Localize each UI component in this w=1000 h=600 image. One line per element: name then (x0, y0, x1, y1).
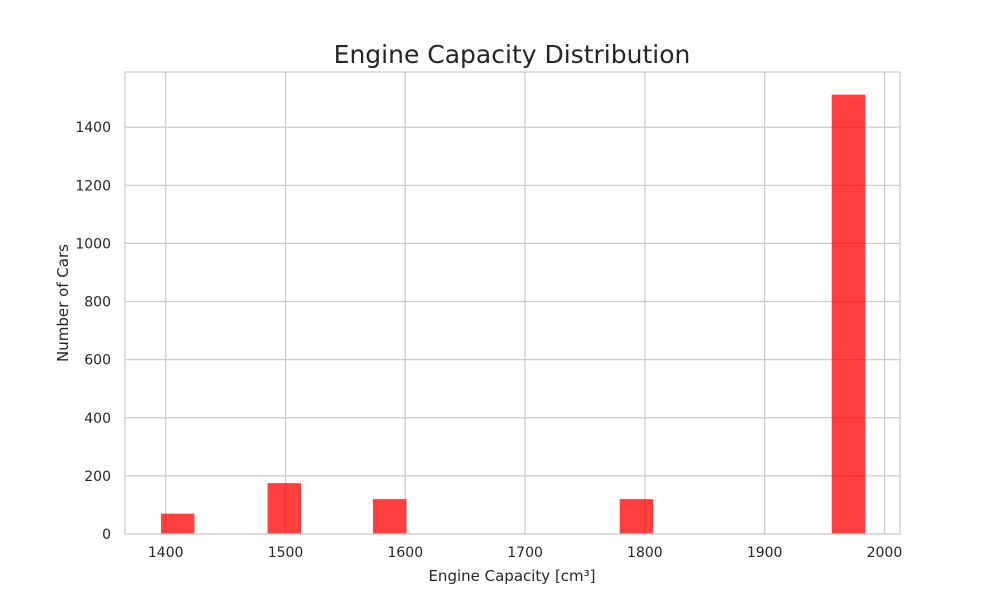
chart-title: Engine Capacity Distribution (334, 40, 691, 69)
plot-frame (124, 71, 901, 535)
plot-background (125, 72, 900, 534)
y-tick-label: 800 (84, 295, 111, 311)
x-tick-label: 1400 (148, 545, 184, 561)
x-tick-label: 1900 (747, 545, 783, 561)
histogram-bar (619, 499, 654, 534)
x-axis-label: Engine Capacity [cm³] (428, 567, 595, 585)
histogram-bar (831, 94, 866, 534)
grid-lines (125, 72, 900, 535)
y-tick-label: 1200 (75, 178, 111, 194)
y-tick-label: 1000 (75, 236, 111, 252)
y-tick-label: 200 (84, 469, 111, 485)
x-tick-label: 1800 (627, 545, 663, 561)
x-tick-label: 2000 (867, 545, 903, 561)
y-axis-ticks: 0 200 400 600 800 1000 1200 1400 (75, 120, 111, 543)
x-tick-label: 1500 (268, 545, 304, 561)
x-tick-label: 1600 (387, 545, 423, 561)
y-tick-label: 1400 (75, 120, 111, 136)
y-axis-label: Number of Cars (54, 244, 72, 362)
x-axis-ticks: 1400 1500 1600 1700 1800 1900 2000 (148, 545, 902, 561)
y-tick-label: 600 (84, 353, 111, 369)
y-tick-label: 400 (84, 411, 111, 427)
histogram-bar (267, 483, 302, 534)
histogram-bar (160, 513, 195, 534)
x-tick-label: 1700 (507, 545, 543, 561)
histogram-bars (160, 94, 866, 534)
y-tick-label: 0 (102, 527, 111, 543)
histogram-bar (372, 499, 407, 534)
